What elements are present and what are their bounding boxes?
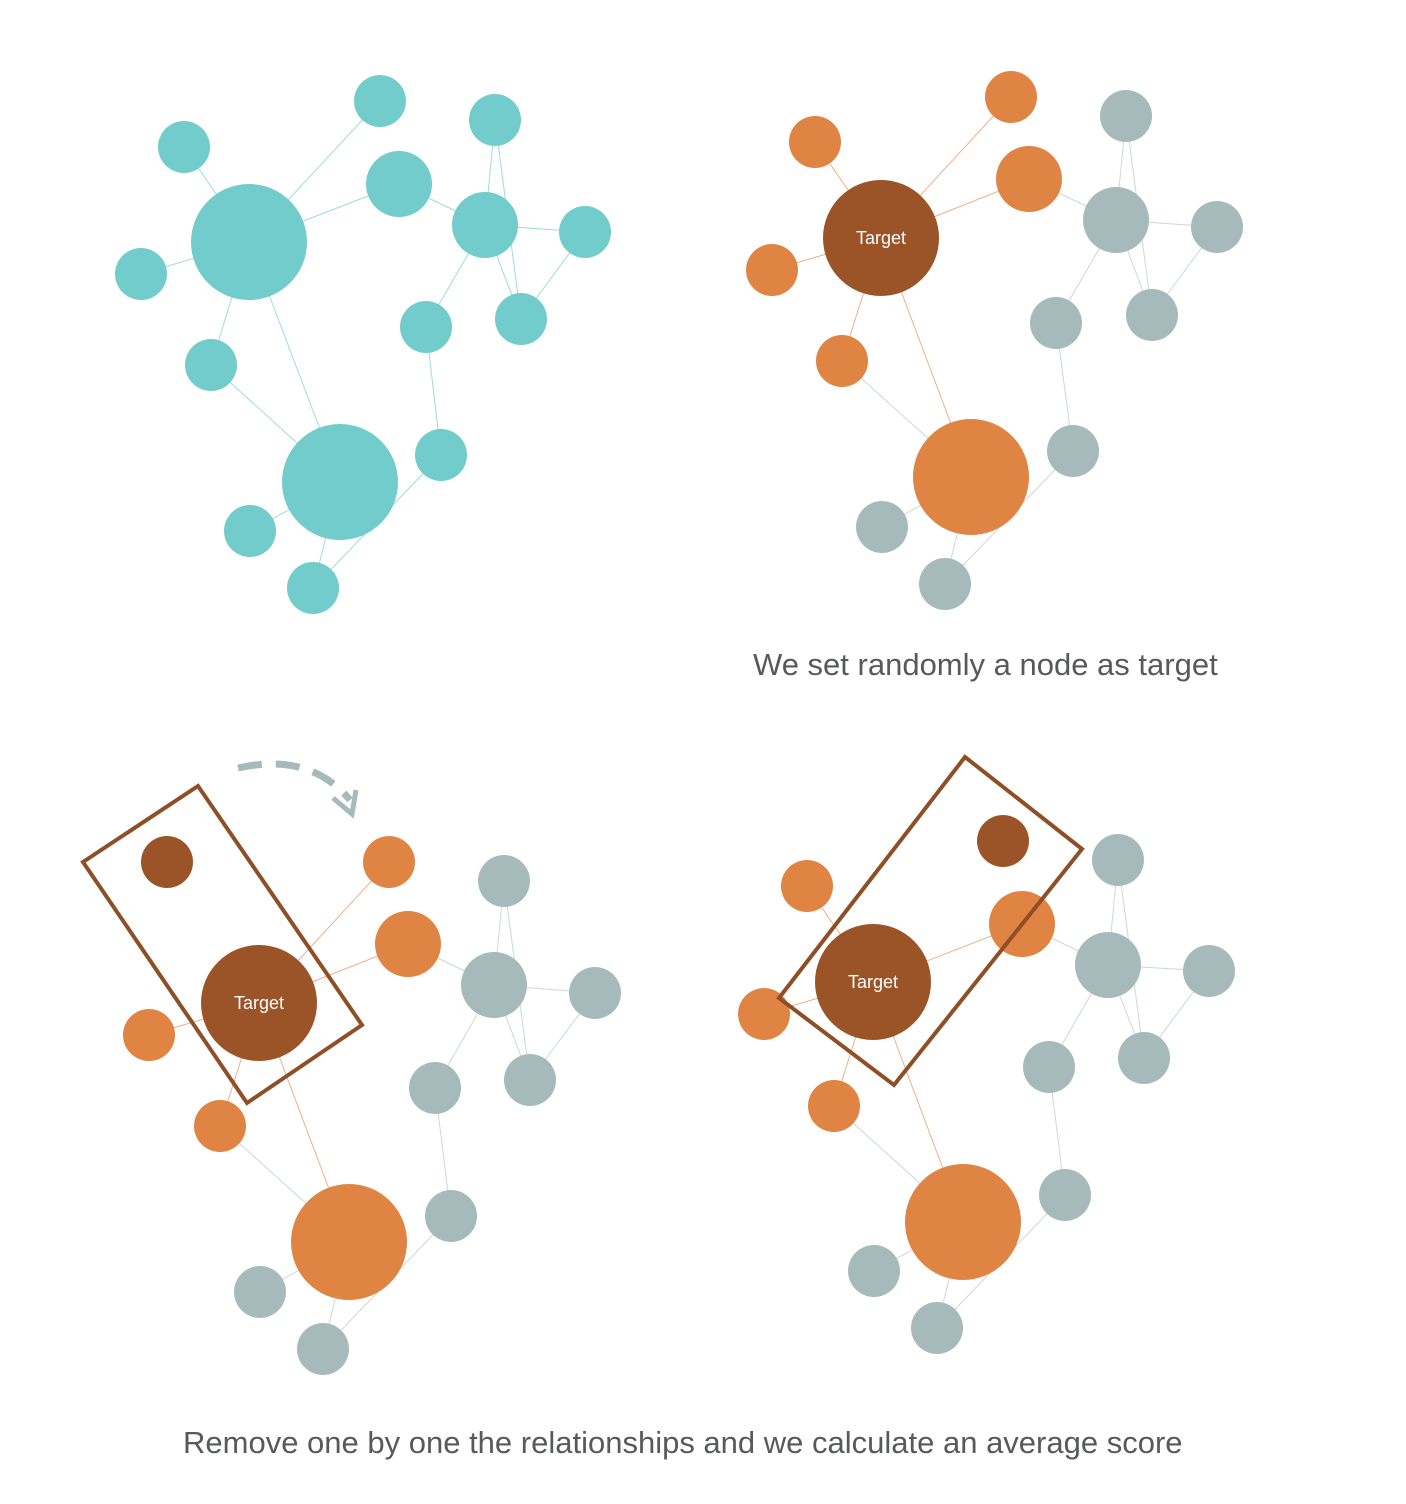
dashed-arrow <box>237 760 353 803</box>
network-node <box>282 424 398 540</box>
caption-set-target: We set randomly a node as target <box>753 647 1218 682</box>
neighbor-node <box>363 836 415 888</box>
neighbor-node <box>375 911 441 977</box>
caption-remove-relationships: Remove one by one the relationships and … <box>183 1425 1183 1460</box>
other-node <box>425 1190 477 1242</box>
target-node <box>141 836 193 888</box>
network-node <box>400 301 452 353</box>
neighbor-node <box>816 335 868 387</box>
neighbor-node <box>194 1100 246 1152</box>
target-node <box>977 815 1029 867</box>
neighbor-node <box>291 1184 407 1300</box>
target-label: Target <box>856 228 906 248</box>
network-node <box>415 429 467 481</box>
neighbor-node <box>123 1009 175 1061</box>
neighbor-node <box>985 71 1037 123</box>
network-node <box>191 184 307 300</box>
arrow-head-icon <box>331 789 359 819</box>
other-node <box>1023 1041 1075 1093</box>
other-node <box>848 1245 900 1297</box>
other-node <box>1126 289 1178 341</box>
other-node <box>1100 90 1152 142</box>
target-node <box>201 945 317 1061</box>
neighbor-node <box>781 860 833 912</box>
other-node <box>504 1054 556 1106</box>
other-node <box>1039 1169 1091 1221</box>
neighbor-node <box>789 116 841 168</box>
target-label: Target <box>234 993 284 1013</box>
panel-relationship-removed-1: Target <box>80 760 621 1375</box>
other-node <box>1075 932 1141 998</box>
other-node <box>856 501 908 553</box>
network-node <box>224 505 276 557</box>
network-node <box>366 151 432 217</box>
other-node <box>234 1266 286 1318</box>
other-node <box>1092 834 1144 886</box>
network-node <box>452 192 518 258</box>
other-node <box>911 1302 963 1354</box>
selection-box <box>80 783 365 1106</box>
neighbor-node <box>905 1164 1021 1280</box>
network-node <box>495 293 547 345</box>
panel-original-network <box>115 75 611 614</box>
other-node <box>569 967 621 1019</box>
target-node <box>815 924 931 1040</box>
network-node <box>559 206 611 258</box>
neighbor-node <box>746 244 798 296</box>
network-node <box>287 562 339 614</box>
other-node <box>461 952 527 1018</box>
other-node <box>1030 297 1082 349</box>
neighbor-node <box>808 1080 860 1132</box>
selection-box <box>776 754 1085 1088</box>
panel-target-selected: Target <box>746 71 1243 610</box>
network-node <box>185 339 237 391</box>
other-node <box>1118 1032 1170 1084</box>
other-node <box>1047 425 1099 477</box>
other-node <box>919 558 971 610</box>
network-node <box>354 75 406 127</box>
network-node <box>158 121 210 173</box>
neighbor-node <box>996 146 1062 212</box>
other-node <box>478 855 530 907</box>
network-node <box>115 248 167 300</box>
target-label: Target <box>848 972 898 992</box>
neighbor-node <box>738 988 790 1040</box>
neighbor-node <box>913 419 1029 535</box>
network-node <box>469 94 521 146</box>
other-node <box>1083 187 1149 253</box>
other-node <box>1183 945 1235 997</box>
other-node <box>409 1062 461 1114</box>
other-node <box>1191 201 1243 253</box>
other-node <box>297 1323 349 1375</box>
target-node <box>823 180 939 296</box>
panel-relationship-removed-2: Target <box>738 754 1235 1354</box>
